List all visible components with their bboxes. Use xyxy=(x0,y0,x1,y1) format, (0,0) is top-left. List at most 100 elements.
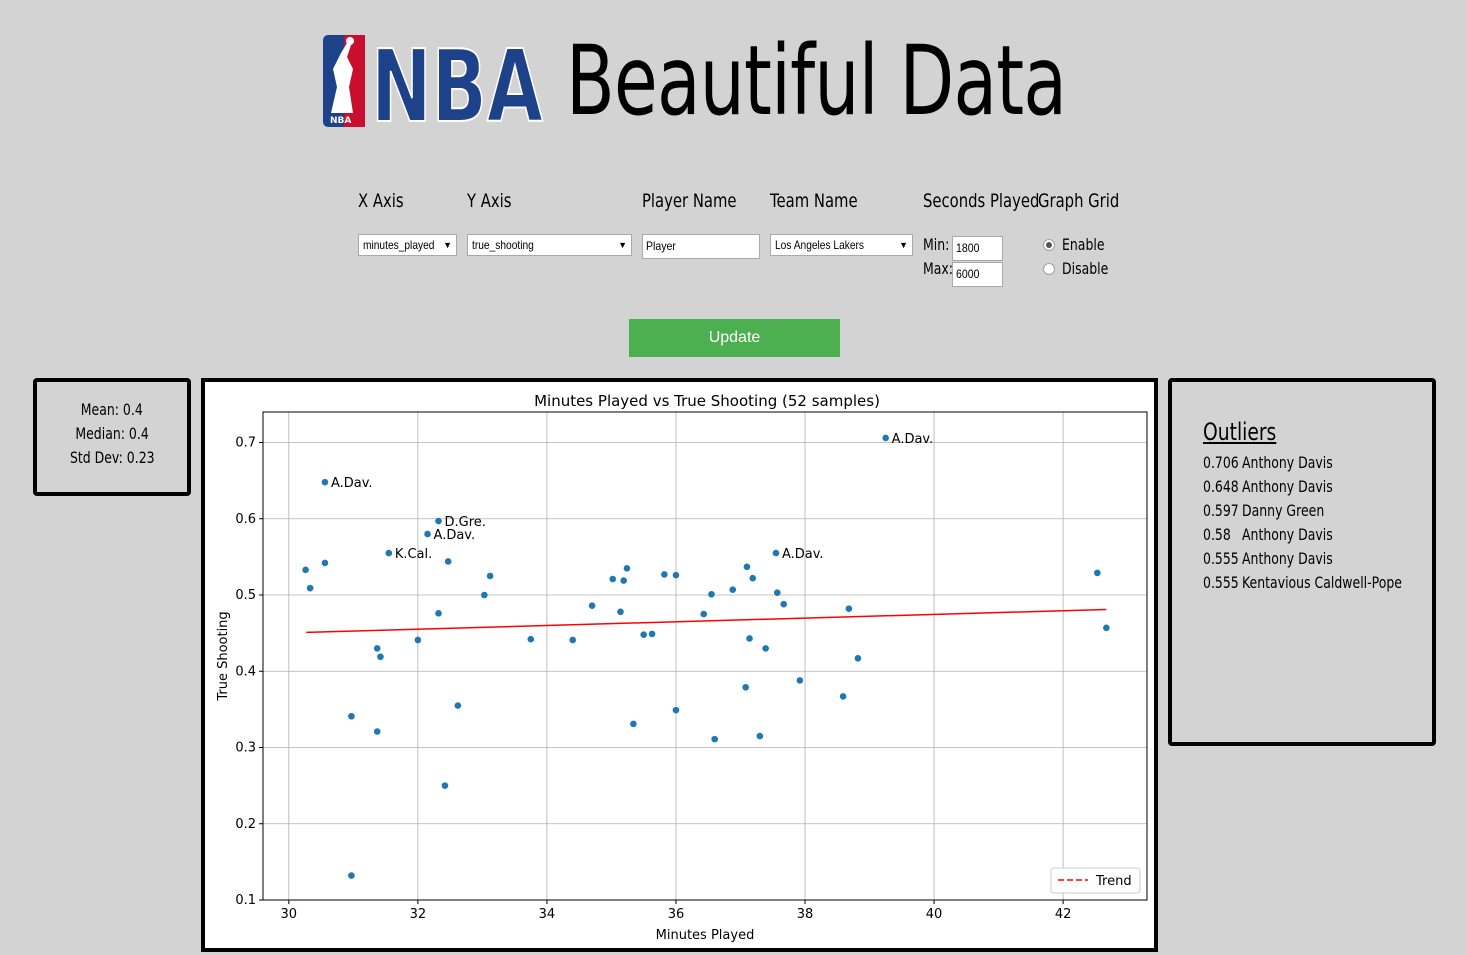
data-point xyxy=(1094,569,1101,577)
outlier-row: 0.555 Kentavious Caldwell-Pope xyxy=(1203,573,1402,592)
dropdown-arrow-icon: ▼ xyxy=(618,240,627,250)
x-tick-label: 42 xyxy=(1055,907,1072,922)
max-label: Max: xyxy=(923,259,954,278)
y-axis-selected-value: true_shooting xyxy=(472,238,534,252)
dropdown-arrow-icon: ▼ xyxy=(899,240,908,250)
stat-median-text: Median: 0.4 xyxy=(75,424,149,443)
y-tick-label: 0.5 xyxy=(235,588,256,603)
stat-mean-text: Mean: 0.4 xyxy=(80,400,144,419)
data-point xyxy=(762,645,769,652)
outlier-player: Anthony Davis xyxy=(1242,477,1333,496)
data-point xyxy=(302,566,309,574)
chart-title: Minutes Played vs True Shooting (52 samp… xyxy=(534,392,880,410)
point-label: A.Dav. xyxy=(331,476,373,491)
grid-enable-radio[interactable] xyxy=(1043,239,1055,251)
data-point xyxy=(648,630,656,638)
point-label: A.Dav. xyxy=(782,547,824,562)
max-seconds-input[interactable]: 6000 xyxy=(952,262,1003,287)
x-axis-select[interactable]: minutes_played ▼ xyxy=(358,234,457,256)
x-axis-selected-value: minutes_played xyxy=(363,238,435,252)
stat-median: Median: 0.4 xyxy=(37,424,187,443)
data-point xyxy=(454,702,462,709)
point-label: A.Dav. xyxy=(434,528,476,543)
outlier-player: Kentavious Caldwell-Pope xyxy=(1242,573,1402,592)
dropdown-arrow-icon: ▼ xyxy=(443,240,452,250)
player-name-value: Player xyxy=(646,239,676,253)
data-point xyxy=(711,735,718,743)
grid-disable-radio[interactable] xyxy=(1043,263,1055,275)
update-button[interactable]: Update xyxy=(629,319,840,357)
scatter-chart: Minutes Played vs True Shooting (52 samp… xyxy=(216,392,1148,943)
outlier-row: 0.706 Anthony Davis xyxy=(1203,453,1333,472)
data-point xyxy=(609,575,617,583)
seconds-played-label: Seconds Played xyxy=(923,190,1040,212)
y-axis-select[interactable]: true_shooting ▼ xyxy=(467,234,632,256)
outlier-player: Anthony Davis xyxy=(1242,525,1333,544)
min-label: Min: xyxy=(923,235,950,254)
grid-layer xyxy=(263,412,1147,901)
data-point xyxy=(700,610,708,618)
graph-grid-label: Graph Grid xyxy=(1038,190,1120,212)
y-tick-label: 0.4 xyxy=(235,664,256,679)
x-axis-label: X Axis xyxy=(358,190,404,212)
data-point xyxy=(780,600,788,608)
data-point xyxy=(1103,624,1110,632)
team-name-select[interactable]: Los Angeles Lakers ▼ xyxy=(770,234,913,256)
team-selected-value: Los Angeles Lakers xyxy=(775,238,865,252)
data-point xyxy=(746,635,753,642)
x-tick-label: 40 xyxy=(926,907,943,922)
grid-enable-label: Enable xyxy=(1062,235,1105,254)
data-point xyxy=(672,571,680,579)
data-point xyxy=(620,577,627,584)
trend-layer xyxy=(306,608,1107,634)
data-point xyxy=(414,636,422,644)
data-point xyxy=(630,720,637,728)
data-point xyxy=(435,517,442,525)
data-point xyxy=(377,653,384,661)
data-point xyxy=(708,590,715,598)
outlier-value: 0.555 xyxy=(1203,573,1239,592)
x-tick-label: 38 xyxy=(797,907,814,922)
player-name-input[interactable]: Player xyxy=(642,234,760,259)
data-point xyxy=(773,589,781,597)
data-point xyxy=(569,636,577,644)
outlier-value: 0.555 xyxy=(1203,549,1239,568)
data-point xyxy=(435,610,442,617)
y-axis-label: Y Axis xyxy=(467,190,512,212)
outlier-player: Anthony Davis xyxy=(1242,453,1333,472)
max-seconds-value: 6000 xyxy=(956,267,980,281)
graph-panel: Minutes Played vs True Shooting (52 samp… xyxy=(201,378,1158,952)
data-point xyxy=(441,782,449,789)
data-point xyxy=(348,712,355,720)
data-point xyxy=(385,549,393,557)
y-tick-label: 0.6 xyxy=(235,512,256,527)
outlier-row: 0.648 Anthony Davis xyxy=(1203,477,1333,496)
outlier-row: 0.597 Danny Green xyxy=(1203,501,1324,520)
logo-small-text: NBA xyxy=(330,116,351,126)
data-point xyxy=(742,683,749,691)
legend-box xyxy=(1050,867,1141,894)
legend: Trend xyxy=(1050,867,1141,894)
min-seconds-input[interactable]: 1800 xyxy=(952,236,1003,261)
y-tick-label: 0.1 xyxy=(235,893,256,908)
logo-text: NBA xyxy=(371,35,543,127)
data-point xyxy=(321,559,329,567)
stat-std-dev: Std Dev: 0.23 xyxy=(37,448,187,467)
stat-std-dev-text: Std Dev: 0.23 xyxy=(69,448,155,467)
x-tick-label: 30 xyxy=(281,907,298,922)
outlier-value: 0.597 xyxy=(1203,501,1239,520)
y-tick-label: 0.7 xyxy=(235,436,256,451)
y-axis-title: True Shooting xyxy=(216,611,231,701)
data-point xyxy=(749,574,757,582)
data-point xyxy=(481,591,488,599)
y-tick-label: 0.2 xyxy=(235,817,256,832)
point-label: D.Gre. xyxy=(445,515,486,530)
page-title: Beautiful Data xyxy=(566,25,1067,137)
data-point xyxy=(743,563,751,571)
y-tick-label: 0.3 xyxy=(235,741,256,756)
data-point xyxy=(882,434,889,442)
data-point xyxy=(588,602,596,609)
stat-mean: Mean: 0.4 xyxy=(37,400,187,419)
team-name-label: Team Name xyxy=(770,190,858,212)
outlier-value: 0.706 xyxy=(1203,453,1239,472)
